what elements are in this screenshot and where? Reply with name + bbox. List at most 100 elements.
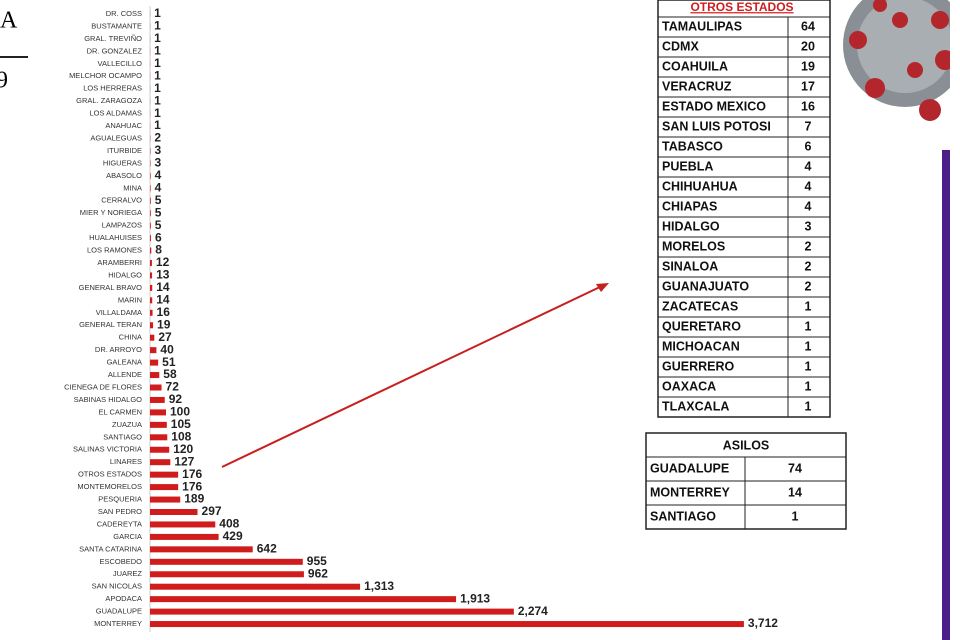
table-title: ASILOS	[723, 438, 770, 452]
bar	[150, 359, 159, 366]
category-label: HIDALGO	[108, 270, 142, 279]
cell: 1	[805, 399, 812, 413]
cell: PUEBLA	[662, 159, 713, 173]
category-label: PESQUERIA	[98, 495, 142, 504]
value-label: 13	[156, 268, 170, 282]
cell: 4	[805, 199, 812, 213]
category-label: MELCHOR OCAMPO	[69, 71, 142, 80]
value-label: 5	[155, 193, 162, 207]
cell: CHIAPAS	[662, 199, 717, 213]
cell: QUERETARO	[662, 319, 741, 333]
category-label: ITURBIDE	[107, 146, 142, 155]
side-bar	[942, 150, 950, 640]
cell: TAMAULIPAS	[662, 19, 742, 33]
cell: 3	[805, 219, 812, 233]
cell: VERACRUZ	[662, 79, 732, 93]
bar	[150, 459, 171, 466]
cell: CDMX	[662, 39, 699, 53]
category-label: ALLENDE	[108, 370, 142, 379]
category-label: JUAREZ	[113, 569, 143, 578]
bar	[150, 608, 514, 615]
cell: CHIHUAHUA	[662, 179, 738, 193]
value-label: 955	[307, 554, 327, 568]
category-label: EL CARMEN	[99, 407, 142, 416]
cell: MICHOACAN	[662, 339, 740, 353]
category-label: GRAL. ZARAGOZA	[76, 96, 142, 105]
value-label: 176	[182, 467, 202, 481]
cell: SANTIAGO	[650, 509, 716, 523]
cell: ESTADO MEXICO	[662, 99, 766, 113]
cell: 16	[801, 99, 815, 113]
value-label: 8	[155, 243, 162, 257]
bar	[150, 533, 219, 540]
category-label: ARAMBERRI	[97, 258, 142, 267]
category-label: OTROS ESTADOS	[78, 470, 142, 479]
value-label: 14	[156, 280, 170, 294]
value-label: 40	[160, 342, 174, 356]
value-label: 176	[182, 479, 202, 493]
category-label: CERRALVO	[101, 196, 142, 205]
cell: 19	[801, 59, 815, 73]
cell: 1	[805, 339, 812, 353]
bar	[150, 247, 152, 254]
category-label: SANTA CATARINA	[79, 544, 142, 553]
cell: 1	[805, 379, 812, 393]
arrow	[221, 283, 609, 468]
category-label: CADEREYTA	[97, 519, 142, 528]
value-label: 189	[184, 492, 204, 506]
bar	[150, 185, 151, 192]
category-label: ABASOLO	[106, 171, 142, 180]
value-label: 120	[173, 442, 193, 456]
value-label: 2,274	[518, 604, 548, 618]
value-label: 27	[158, 330, 172, 344]
category-label: GENERAL BRAVO	[79, 283, 143, 292]
edge-text: A	[0, 8, 18, 34]
bar	[150, 583, 361, 590]
category-label: APODACA	[105, 594, 142, 603]
value-label: 3	[154, 156, 161, 170]
cell: 2	[805, 279, 812, 293]
value-label: 1	[154, 31, 161, 45]
bar	[150, 334, 155, 341]
bar	[150, 621, 744, 628]
value-label: 2	[154, 131, 161, 145]
category-label: LOS RAMONES	[87, 246, 142, 255]
cell: 7	[805, 119, 812, 133]
cell: SINALOA	[662, 259, 718, 273]
value-label: 51	[162, 355, 176, 369]
cell: OAXACA	[662, 379, 716, 393]
bar	[150, 309, 153, 316]
value-label: 3,712	[748, 616, 778, 630]
bar	[150, 558, 303, 565]
value-label: 72	[166, 380, 180, 394]
value-label: 12	[156, 255, 170, 269]
value-label: 1,913	[460, 591, 490, 605]
value-label: 3	[154, 143, 161, 157]
cell: 6	[805, 139, 812, 153]
category-label: ESCOBEDO	[99, 557, 142, 566]
cell: 2	[805, 239, 812, 253]
value-label: 100	[170, 405, 190, 419]
cell: GUADALUPE	[650, 461, 729, 475]
bar	[150, 446, 170, 453]
bar	[150, 222, 151, 229]
bar	[150, 434, 168, 441]
value-label: 1	[154, 106, 161, 120]
cell: 4	[805, 159, 812, 173]
bar	[150, 521, 216, 528]
bar	[150, 546, 253, 553]
value-label: 127	[174, 454, 194, 468]
category-label: HUALAHUISES	[89, 233, 142, 242]
bar	[150, 484, 179, 491]
category-label: DR. GONZALEZ	[87, 46, 143, 55]
bar	[150, 384, 162, 391]
cell: 1	[805, 299, 812, 313]
cell: 64	[801, 19, 815, 33]
bar	[150, 297, 153, 304]
category-label: LAMPAZOS	[102, 221, 142, 230]
category-label: CIENEGA DE FLORES	[64, 382, 142, 391]
value-label: 1	[154, 81, 161, 95]
bar	[150, 396, 165, 403]
bar	[150, 260, 152, 266]
category-label: GUADALUPE	[96, 607, 142, 616]
